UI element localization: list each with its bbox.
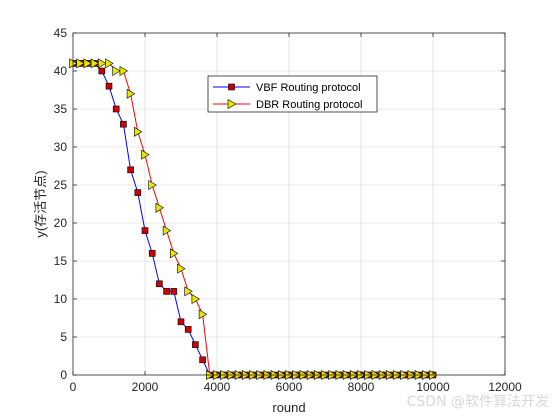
y-tick-label: 10 <box>54 292 68 306</box>
data-point-vbf <box>156 280 163 288</box>
legend-box <box>207 75 378 113</box>
x-tick-label: 8000 <box>348 380 375 394</box>
data-point-dbr <box>170 248 179 259</box>
data-point-dbr <box>198 309 208 320</box>
y-tick-label: 40 <box>54 64 68 78</box>
y-tick-label: 0 <box>60 368 67 382</box>
data-point-dbr <box>90 58 100 69</box>
data-point-dbr <box>162 225 172 236</box>
data-point-vbf <box>141 227 149 234</box>
legend-label-vbf: VBF Routing protocol <box>256 82 361 94</box>
data-point-vbf <box>199 356 206 364</box>
data-point-dbr <box>76 58 85 69</box>
data-point-vbf <box>184 326 192 333</box>
data-point-dbr <box>126 88 136 99</box>
watermark: CSDN @软件算法开发 <box>407 394 549 410</box>
y-tick-label: 35 <box>54 102 68 116</box>
data-point-vbf <box>177 318 185 326</box>
x-tick-label: 12000 <box>488 380 522 394</box>
data-point-vbf <box>148 250 156 257</box>
y-tick-label: 15 <box>54 254 68 268</box>
data-point-dbr <box>119 65 128 77</box>
x-axis-label: round <box>272 400 305 415</box>
y-tick-label: 20 <box>54 216 68 230</box>
data-point-vbf <box>127 166 134 174</box>
y-tick-label: 45 <box>54 26 68 40</box>
data-point-dbr <box>191 293 200 305</box>
x-tick-label: 2000 <box>132 380 159 394</box>
axis-ticks: 0 2000 4000 6000 8000 10000 12000 0 5 10 15 20 25 30 3… <box>54 26 522 394</box>
data-point-dbr <box>83 58 92 69</box>
data-point-dbr <box>177 263 186 274</box>
data-point-dbr <box>98 58 107 69</box>
x-tick-label: 4000 <box>204 380 231 394</box>
data-point-vbf <box>98 67 106 75</box>
data-point-vbf <box>112 105 120 113</box>
data-point-dbr <box>134 126 143 137</box>
data-point-vbf <box>192 341 199 348</box>
data-point-vbf <box>105 82 113 90</box>
data-point-vbf <box>134 189 142 196</box>
data-point-dbr <box>105 58 114 69</box>
data-point-dbr <box>148 179 157 191</box>
y-axis-label: y(存活节点) <box>33 170 48 237</box>
data-point-dbr <box>141 149 150 160</box>
legend-marker-vbf <box>228 83 235 91</box>
data-point-vbf <box>170 288 178 295</box>
y-tick-label: 30 <box>54 140 68 154</box>
legend: VBF Routing protocol DBR Routing protoco… <box>207 75 378 113</box>
x-tick-label: 6000 <box>276 380 303 394</box>
y-tick-label: 5 <box>60 330 67 344</box>
data-point-dbr <box>112 65 121 77</box>
y-tick-label: 25 <box>54 178 68 192</box>
data-point-vbf <box>120 120 127 128</box>
legend-marker-dbr <box>227 98 237 110</box>
data-point-vbf <box>163 288 170 295</box>
data-point-dbr <box>155 202 164 213</box>
data-point-dbr <box>184 286 193 297</box>
x-tick-label: 0 <box>70 380 77 394</box>
legend-label-dbr: DBR Routing protocol <box>256 99 362 111</box>
x-tick-label: 10000 <box>416 380 450 394</box>
